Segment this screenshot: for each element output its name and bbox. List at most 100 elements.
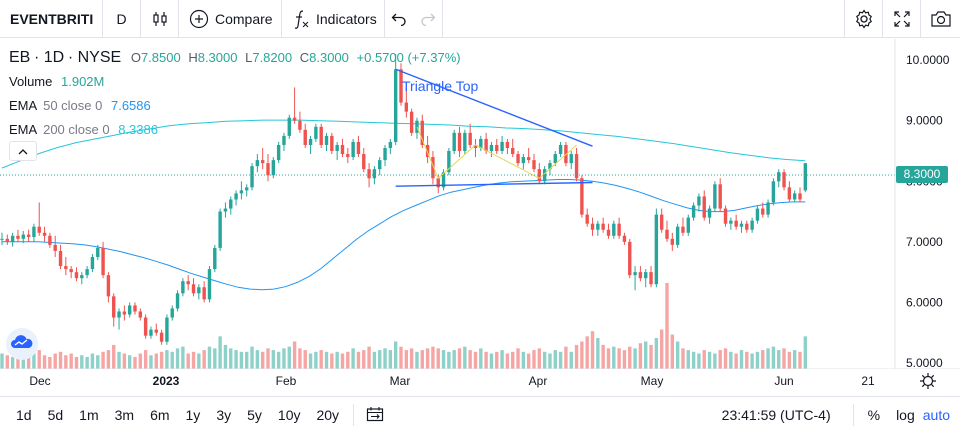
volume-bar <box>537 348 542 369</box>
candle-body <box>378 160 382 170</box>
time-tick-feb: Feb <box>276 374 297 388</box>
candles-icon <box>151 10 169 28</box>
volume-bar <box>691 351 696 369</box>
volume-bar <box>686 350 690 369</box>
volume-bars <box>0 283 808 369</box>
time-axis[interactable]: Dec 2023 Feb Mar Apr May Jun 21 <box>0 369 960 396</box>
legend-collapse-button[interactable] <box>9 141 37 161</box>
candle-body <box>457 132 462 152</box>
volume-bar <box>638 343 643 369</box>
pattern-lower-line[interactable] <box>395 181 593 187</box>
candle-body <box>282 135 286 145</box>
candle-body <box>691 205 696 218</box>
range-5y[interactable]: 5y <box>247 407 262 423</box>
candle-body <box>542 169 547 182</box>
volume-bar <box>127 355 132 369</box>
redo-button[interactable] <box>413 0 443 38</box>
candle-body <box>718 184 722 209</box>
chart-type-button[interactable] <box>141 0 179 38</box>
volume-bar <box>292 341 297 369</box>
volume-bar <box>633 348 637 369</box>
volume-bar <box>526 353 531 369</box>
volume-bar <box>782 348 786 369</box>
volume-bar <box>378 350 382 369</box>
range-3m[interactable]: 3m <box>114 407 135 423</box>
volume-bar <box>473 351 478 369</box>
candle-body <box>388 141 393 148</box>
range-3y[interactable]: 3y <box>216 407 232 423</box>
candle-body <box>319 126 323 145</box>
candle-body <box>314 126 318 139</box>
candle-body <box>181 281 185 294</box>
candle-body <box>69 269 73 273</box>
time-tick-apr: Apr <box>529 374 548 388</box>
pattern-upper-line[interactable] <box>395 68 593 147</box>
compare-button[interactable]: Compare <box>179 0 282 38</box>
volume-bar <box>596 338 600 369</box>
divider <box>852 404 854 426</box>
candle-body <box>670 238 675 245</box>
tradingview-logo[interactable] <box>6 328 38 360</box>
volume-bar <box>479 348 483 369</box>
candle-body <box>617 223 621 236</box>
fullscreen-button[interactable] <box>882 0 920 38</box>
cloud-chart-icon <box>11 334 33 354</box>
candle-body <box>175 293 180 309</box>
volume-bar <box>175 348 180 369</box>
volume-bar <box>85 356 89 369</box>
candlesticks <box>0 54 808 345</box>
legend-open: 7.8500 <box>140 50 181 65</box>
volume-bar <box>80 355 84 369</box>
range-6m[interactable]: 6m <box>150 407 170 423</box>
screenshot-button[interactable] <box>920 0 960 38</box>
candle-body <box>798 193 802 200</box>
candle-body <box>170 308 174 318</box>
candle-body <box>739 223 744 227</box>
volume-bar <box>542 351 547 369</box>
candle-body <box>777 172 781 182</box>
range-1y[interactable]: 1y <box>185 407 201 423</box>
legend-exchange: NYSE <box>77 49 122 66</box>
auto-scale-toggle[interactable]: auto <box>922 407 950 423</box>
volume-bar <box>122 353 127 369</box>
candle-body <box>659 214 664 230</box>
settings-button[interactable] <box>844 0 882 38</box>
volume-bar <box>367 346 371 369</box>
volume-bar <box>447 351 451 369</box>
candle-body <box>255 160 260 167</box>
candle-body <box>112 296 116 318</box>
log-scale-toggle[interactable]: log <box>896 407 915 423</box>
candle-body <box>42 232 47 236</box>
range-1d[interactable]: 1d <box>16 407 32 423</box>
percent-scale-toggle[interactable]: % <box>867 407 881 423</box>
scale-settings-icon[interactable] <box>920 373 936 389</box>
volume-bar <box>617 348 621 369</box>
candle-body <box>596 223 600 230</box>
interval-button[interactable]: D <box>103 0 141 38</box>
volume-bar <box>601 344 605 369</box>
volume-bar <box>356 351 361 369</box>
candle-body <box>10 235 15 242</box>
candle-body <box>713 184 717 209</box>
volume-bar <box>665 283 669 369</box>
candle-body <box>548 163 552 170</box>
symbol-search[interactable]: EVENTBRITI <box>0 0 103 38</box>
candle-body <box>213 247 217 270</box>
volume-bar <box>409 348 414 369</box>
undo-button[interactable] <box>385 0 413 38</box>
volume-bar <box>761 350 765 369</box>
legend-ema50-row[interactable]: EMA 50 close 0 7.6586 <box>9 98 151 113</box>
range-20y[interactable]: 20y <box>316 407 340 423</box>
price-tick-label: 5.0000 <box>906 356 943 369</box>
range-1m[interactable]: 1m <box>79 407 99 423</box>
candle-body <box>665 229 669 239</box>
volume-bar <box>266 348 270 369</box>
range-5d[interactable]: 5d <box>47 407 64 423</box>
legend-ema200-row[interactable]: EMA 200 close 0 8.3386 <box>9 122 158 137</box>
date-range-button[interactable] <box>360 406 390 425</box>
indicators-button[interactable]: Indicators <box>282 0 385 38</box>
range-10y[interactable]: 10y <box>277 407 301 423</box>
volume-bar <box>64 355 68 369</box>
legend-volume-row[interactable]: Volume 1.902M <box>9 74 105 89</box>
volume-bar <box>314 351 318 369</box>
